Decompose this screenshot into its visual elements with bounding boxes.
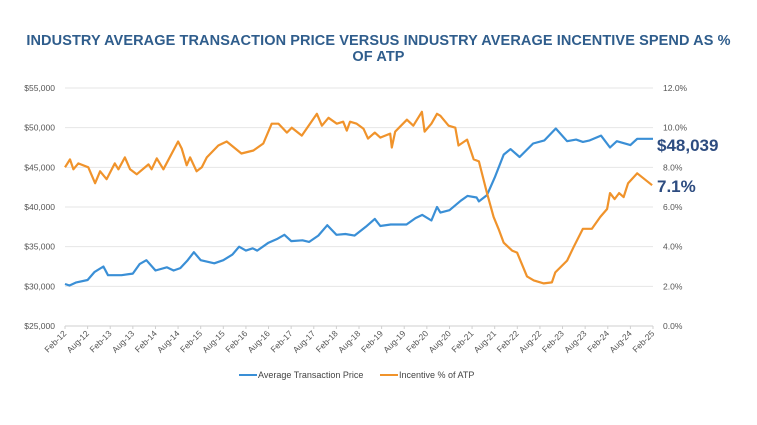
x-axis-tick-label: Feb-19 <box>359 328 385 354</box>
legend-label-incentive: Incentive % of ATP <box>399 370 475 380</box>
x-axis-tick-label: Feb-20 <box>404 328 430 354</box>
annotation-atp-latest: $48,039 <box>657 136 719 155</box>
x-axis-tick-label: Aug-20 <box>426 328 453 355</box>
x-axis-tick-label: Feb-15 <box>178 328 204 354</box>
series-line-incentive <box>64 110 653 285</box>
legend-item-incentive: Incentive % of ATP <box>380 370 474 380</box>
x-axis-tick-label: Aug-12 <box>65 328 92 355</box>
chart-title: INDUSTRY AVERAGE TRANSACTION PRICE VERSU… <box>0 33 757 65</box>
x-axis-tick-label: Feb-21 <box>449 328 475 354</box>
x-axis-tick-label: Feb-16 <box>223 328 249 354</box>
x-axis-tick-label: Aug-21 <box>472 328 499 355</box>
x-axis-tick-label: Feb-12 <box>42 328 68 354</box>
legend-swatch-atp <box>239 373 257 377</box>
x-axis-tick-label: Aug-22 <box>517 328 544 355</box>
left-axis-tick-label: $40,000 <box>24 202 55 212</box>
left-axis-tick-label: $30,000 <box>24 281 55 291</box>
x-axis-tick-label: Feb-18 <box>314 328 340 354</box>
left-axis-tick-label: $45,000 <box>24 162 55 172</box>
left-axis-tick-label: $55,000 <box>24 83 55 93</box>
x-axis-tick-label: Feb-22 <box>495 328 521 354</box>
left-axis-tick-label: $35,000 <box>24 242 55 252</box>
x-axis-tick-label: Aug-17 <box>291 328 318 355</box>
x-axis-tick-label: Feb-25 <box>630 328 656 354</box>
x-axis-tick-label: Feb-14 <box>133 328 159 354</box>
legend-item-atp: Average Transaction Price <box>239 370 363 380</box>
right-axis-tick-label: 12.0% <box>663 83 688 93</box>
x-axis-tick-label: Aug-19 <box>381 328 408 355</box>
right-axis-tick-label: 0.0% <box>663 321 683 331</box>
x-axis-tick-label: Feb-17 <box>268 328 294 354</box>
x-axis-tick-label: Feb-24 <box>585 328 611 354</box>
right-axis-tick-label: 8.0% <box>663 162 683 172</box>
right-axis-tick-label: 4.0% <box>663 242 683 252</box>
x-axis-tick-label: Aug-14 <box>155 328 182 355</box>
chart-title-line-1: INDUSTRY AVERAGE TRANSACTION PRICE VERSU… <box>26 33 731 49</box>
x-axis-tick-label: Feb-13 <box>88 328 114 354</box>
x-axis-tick-label: Aug-18 <box>336 328 363 355</box>
x-axis-tick-label: Aug-15 <box>200 328 227 355</box>
legend-label-atp: Average Transaction Price <box>258 370 364 380</box>
chart-title-line-2: OF ATP <box>352 49 405 65</box>
left-axis-tick-label: $25,000 <box>24 321 55 331</box>
left-axis-tick-label: $50,000 <box>24 123 55 133</box>
right-axis-tick-label: 6.0% <box>663 202 683 212</box>
right-axis-tick-label: 10.0% <box>663 123 688 133</box>
x-axis-tick-label: Aug-16 <box>245 328 272 355</box>
x-axis-tick-label: Aug-13 <box>110 328 137 355</box>
right-axis-tick-label: 2.0% <box>663 281 683 291</box>
x-axis-tick-label: Aug-24 <box>607 328 634 355</box>
x-axis-tick-label: Aug-23 <box>562 328 589 355</box>
legend-swatch-incentive <box>380 373 398 377</box>
series-line-atp <box>64 127 653 287</box>
annotation-incentive-latest: 7.1% <box>657 177 696 196</box>
x-axis-tick-label: Feb-23 <box>540 328 566 354</box>
